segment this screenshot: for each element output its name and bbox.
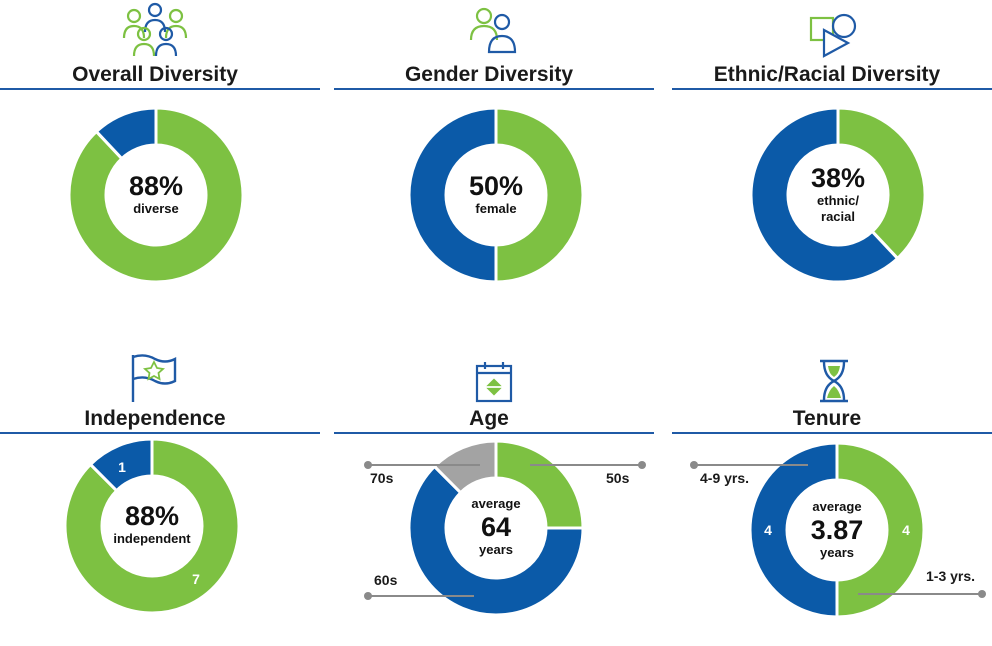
callout-dot: [978, 590, 986, 598]
segment-count-label: 4: [764, 522, 772, 538]
center-bottom-label: years: [479, 542, 513, 557]
overall-diversity-panel: Overall Diversity 88% diverse: [0, 0, 320, 300]
ethnic-racial-diversity-panel: Ethnic/Racial Diversity 38% ethnic/ raci…: [672, 0, 992, 300]
donut-slice-0: [67, 106, 245, 284]
center-label-line: racial: [821, 209, 855, 224]
callout-line-50s: [530, 464, 642, 466]
center-label: diverse: [133, 201, 179, 216]
center-top-label: average: [812, 499, 862, 514]
donut-slice-0: [836, 106, 927, 261]
chart-title: Tenure: [792, 407, 862, 430]
title-divider: [0, 88, 320, 90]
donut-center: 88% diverse: [129, 171, 183, 217]
donut-slice-1: [407, 464, 585, 617]
center-value: 64: [480, 512, 512, 542]
callout-dot: [690, 461, 698, 469]
callout-label-60s: 60s: [374, 572, 398, 588]
center-label-line: ethnic/: [817, 193, 859, 208]
center-label: independent: [113, 531, 191, 546]
center-top-label: average: [471, 496, 521, 511]
donut-chart: [63, 437, 241, 615]
donut-center: average 64 years: [471, 496, 520, 558]
center-value: 88%: [124, 501, 180, 531]
chart-title: Gender Diversity: [404, 63, 574, 86]
donut-center: average 3.87 years: [811, 499, 864, 561]
callout-label-1-3: 1-3 yrs.: [926, 568, 976, 584]
title-divider: [334, 432, 654, 434]
callout-dot: [364, 592, 372, 600]
chart-title: Independence: [84, 407, 226, 430]
donut-chart: [749, 106, 927, 284]
chart-title: Ethnic/Racial Diversity: [713, 63, 941, 86]
hourglass-icon: [820, 359, 848, 403]
two-people-icon: [469, 7, 517, 54]
donut-slice-0: [494, 106, 585, 284]
center-value: 38%: [810, 163, 866, 193]
callout-label-70s: 70s: [370, 470, 394, 486]
callout-line-70s: [370, 464, 480, 466]
donut-slice-1: [749, 106, 900, 284]
center-label: female: [475, 201, 517, 216]
chart-title: Age: [469, 407, 509, 430]
donut-center: 50% female: [469, 171, 523, 217]
donut-chart: [67, 106, 245, 284]
donut-center: 88% independent: [113, 501, 190, 547]
segment-count-label: 7: [192, 571, 200, 587]
donut-slice-1: [94, 106, 158, 161]
callout-label-50s: 50s: [606, 470, 630, 486]
shapes-icon: [809, 13, 857, 58]
title-divider: [672, 432, 992, 434]
donut-slice-1: [88, 437, 154, 493]
chart-title: Overall Diversity: [72, 63, 238, 86]
callout-line-1-3: [858, 593, 982, 595]
center-value: 3.87: [810, 515, 864, 545]
donut-chart: [407, 106, 585, 284]
donut-center: 38% ethnic/ racial: [811, 163, 865, 225]
callout-dot: [364, 461, 372, 469]
center-value: 88%: [128, 171, 184, 201]
tenure-panel: Tenure average 3.87 years 4 4 4-9 yrs. 1…: [672, 346, 992, 646]
gender-diversity-panel: Gender Diversity 50% female: [334, 0, 654, 300]
donut-slice-1: [748, 441, 839, 619]
people-group-icon: [122, 2, 188, 57]
flag-star-icon: [131, 354, 177, 402]
independence-panel: Independence 88% independent 1 7: [0, 346, 320, 646]
donut-slice-0: [835, 441, 926, 619]
age-panel: Age average 64 years 70s 50s 60s: [334, 346, 654, 646]
callout-dot: [638, 461, 646, 469]
donut-slice-0: [63, 437, 241, 615]
title-divider: [0, 432, 320, 434]
callout-line-60s: [370, 595, 474, 597]
callout-line-4-9: [696, 464, 808, 466]
donut-chart: [407, 439, 585, 617]
donut-slice-1: [407, 106, 498, 284]
callout-label-4-9: 4-9 yrs.: [700, 470, 750, 486]
donut-slice-2: [432, 439, 498, 495]
donut-chart: [748, 441, 926, 619]
center-value: 50%: [468, 171, 524, 201]
segment-count-label: 4: [902, 522, 910, 538]
calendar-icon: [475, 362, 513, 403]
title-divider: [672, 88, 992, 90]
title-divider: [334, 88, 654, 90]
segment-count-label: 1: [118, 459, 126, 475]
center-bottom-label: years: [820, 545, 854, 560]
